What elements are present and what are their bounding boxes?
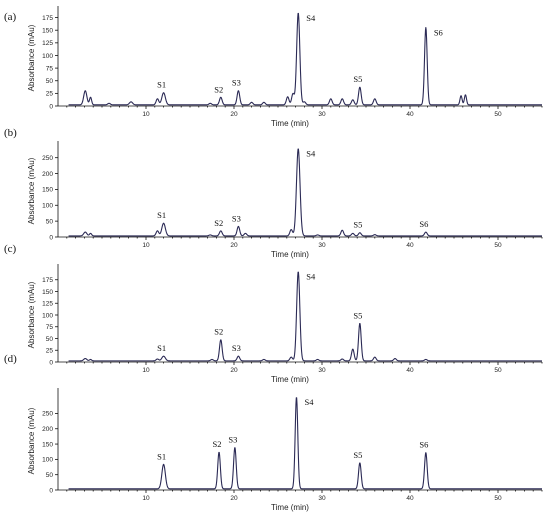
y-tick-label: 250 (42, 155, 53, 162)
x-tick-label: 30 (318, 111, 326, 118)
y-tick-label: 100 (42, 203, 53, 210)
y-tick-label: 50 (46, 472, 54, 479)
y-tick-label: 175 (42, 277, 53, 284)
x-tick-label: 50 (494, 111, 502, 118)
y-tick-label: 100 (42, 312, 53, 319)
chromatogram-trace (68, 397, 543, 490)
peak-label-s3: S3 (232, 213, 241, 223)
x-tick-label: 10 (142, 242, 150, 249)
panel-label: (d) (4, 353, 17, 365)
x-tick-label: 20 (230, 111, 238, 118)
peak-label-s2: S2 (214, 218, 223, 228)
peak-label-s6: S6 (434, 28, 443, 38)
peak-label-s5: S5 (353, 310, 362, 320)
y-tick-label: 200 (42, 171, 53, 178)
y-tick-label: 125 (42, 40, 53, 47)
peak-label-s3: S3 (228, 434, 237, 444)
y-tick-label: 25 (46, 91, 54, 98)
y-tick-label: 100 (42, 53, 53, 60)
chromatogram-trace (68, 12, 543, 106)
peak-label-s1: S1 (157, 451, 166, 461)
peak-label-s1: S1 (157, 80, 166, 90)
peak-label-s2: S2 (213, 439, 222, 449)
y-axis-title: Absorbance (mAu) (27, 281, 36, 348)
y-tick-label: 150 (42, 28, 53, 35)
x-axis-title: Time (min) (271, 250, 309, 259)
peak-label-s5: S5 (353, 220, 362, 230)
peak-label-s4: S4 (306, 272, 316, 282)
chromatogram-panel-1: (a) 0 25 50 75 100 125 150 175 10 20 30 40 50 Time (mi… (4, 6, 543, 128)
y-tick-label: 0 (49, 103, 53, 110)
x-axis-title: Time (min) (271, 119, 309, 128)
y-axis-title: Absorbance (mAu) (27, 407, 36, 474)
x-tick-label: 40 (406, 111, 414, 118)
peak-label-s3: S3 (232, 343, 241, 353)
y-tick-label: 50 (46, 78, 54, 85)
y-tick-label: 75 (46, 65, 54, 72)
y-tick-label: 200 (42, 426, 53, 433)
peak-label-s4: S4 (306, 149, 316, 159)
x-tick-label: 50 (494, 367, 502, 374)
x-tick-label: 40 (406, 367, 414, 374)
peak-label-s6: S6 (419, 219, 428, 229)
y-tick-label: 150 (42, 441, 53, 448)
y-tick-label: 250 (42, 411, 53, 418)
peak-label-s6: S6 (419, 440, 428, 450)
x-tick-label: 20 (230, 242, 238, 249)
x-axis-title: Time (min) (271, 503, 309, 512)
y-tick-label: 0 (49, 487, 53, 494)
x-tick-label: 20 (230, 495, 238, 502)
peak-label-s3: S3 (232, 78, 241, 88)
chromatogram-trace (68, 148, 543, 237)
chromatogram-trace (68, 271, 543, 362)
x-tick-label: 30 (318, 495, 326, 502)
peak-label-s2: S2 (214, 327, 223, 337)
y-tick-label: 50 (46, 218, 54, 225)
x-tick-label: 30 (318, 242, 326, 249)
y-tick-label: 175 (42, 15, 53, 22)
x-tick-label: 10 (142, 111, 150, 118)
peak-label-s2: S2 (214, 84, 223, 94)
x-tick-label: 10 (142, 367, 150, 374)
y-axis-title: Absorbance (mAu) (27, 157, 36, 224)
panel-label: (a) (4, 11, 17, 23)
x-tick-label: 30 (318, 367, 326, 374)
peak-label-s5: S5 (353, 74, 362, 84)
y-tick-label: 125 (42, 301, 53, 308)
y-tick-label: 100 (42, 457, 53, 464)
y-tick-label: 0 (49, 359, 53, 366)
chromatogram-panel-2: (b) 0 50 100 150 200 250 10 20 30 40 50 Time (min) Ab… (4, 127, 543, 259)
peak-label-s4: S4 (306, 13, 316, 23)
x-tick-label: 10 (142, 495, 150, 502)
y-tick-label: 50 (46, 336, 54, 343)
peak-label-s4: S4 (304, 397, 314, 407)
peak-label-s1: S1 (157, 343, 166, 353)
x-tick-label: 40 (406, 242, 414, 249)
y-tick-label: 0 (49, 234, 53, 241)
x-tick-label: 50 (494, 242, 502, 249)
y-tick-label: 75 (46, 324, 54, 331)
y-tick-label: 150 (42, 187, 53, 194)
x-tick-label: 20 (230, 367, 238, 374)
panel-label: (b) (4, 127, 17, 139)
x-tick-label: 40 (406, 495, 414, 502)
y-tick-label: 150 (42, 289, 53, 296)
peak-label-s5: S5 (353, 450, 362, 460)
chromatogram-panel-3: (c) 0 25 50 75 100 125 150 175 10 20 30 40 50 Time (mi… (4, 243, 543, 384)
panel-label: (c) (4, 243, 17, 255)
x-tick-label: 50 (494, 495, 502, 502)
peak-label-s1: S1 (157, 210, 166, 220)
y-tick-label: 25 (46, 348, 54, 355)
y-axis-title: Absorbance (mAu) (27, 24, 36, 91)
x-axis-title: Time (min) (271, 375, 309, 384)
